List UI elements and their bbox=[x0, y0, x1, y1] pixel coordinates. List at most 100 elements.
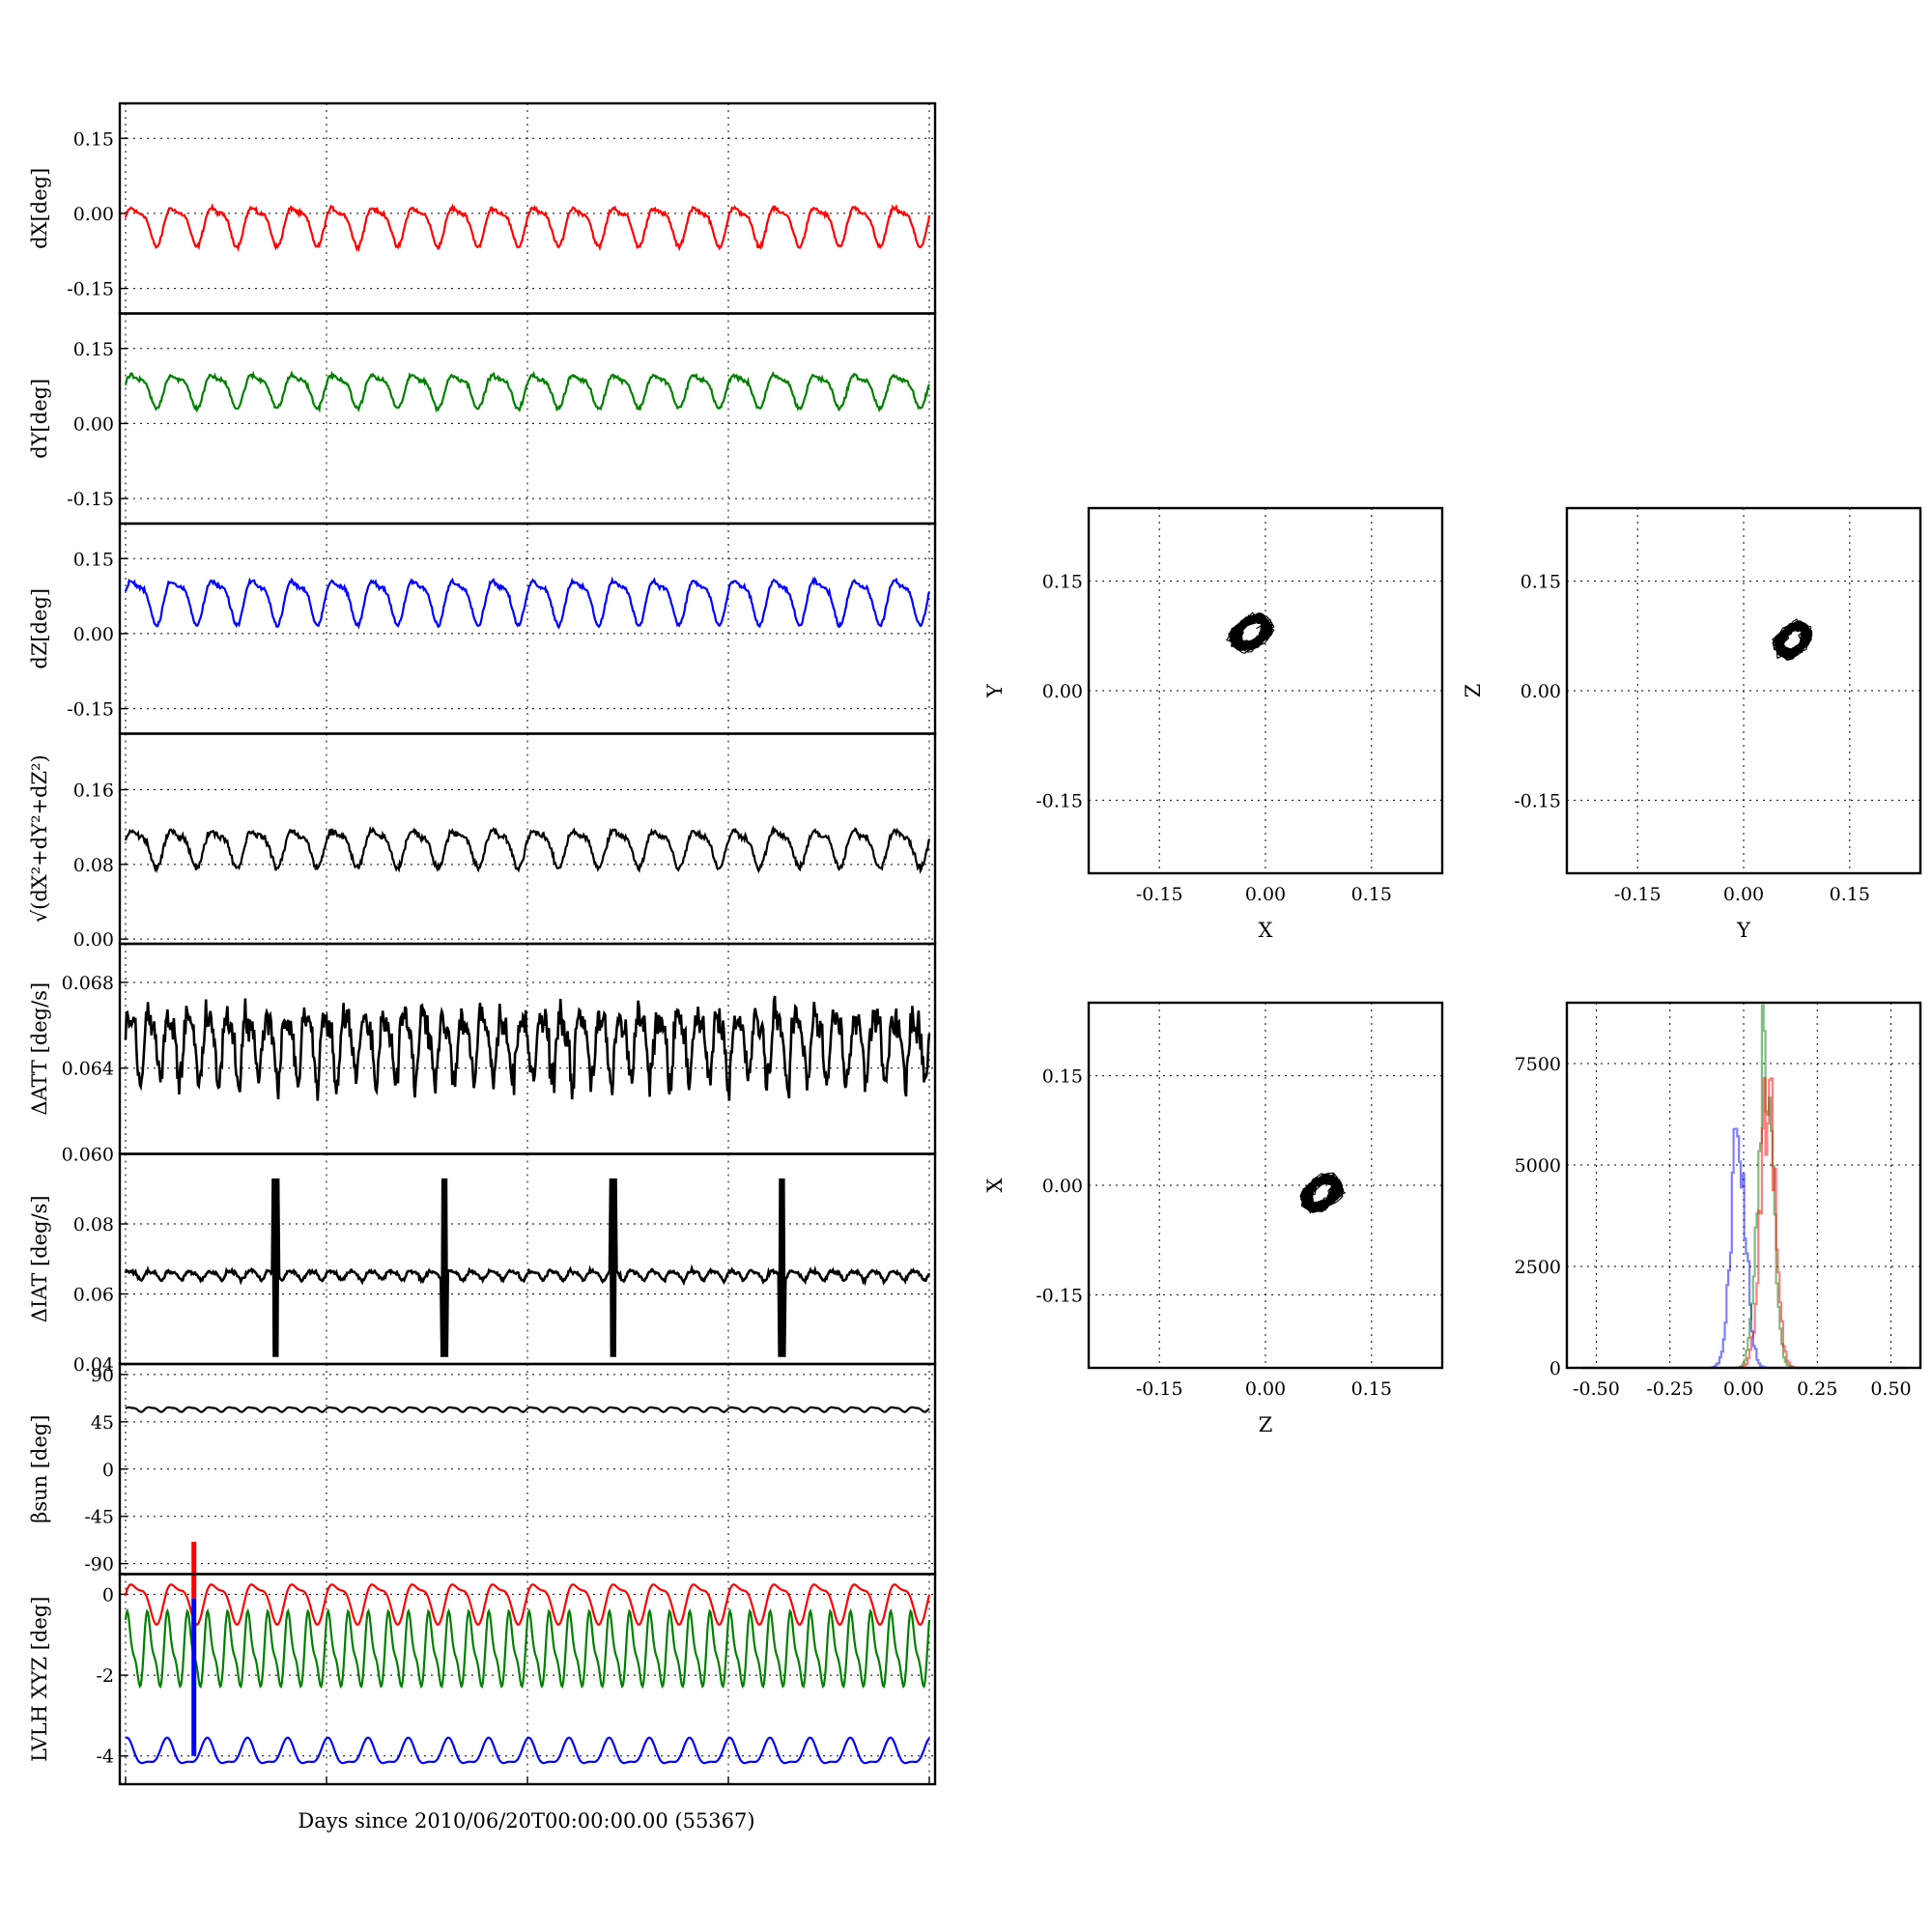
y-tick-label: -0.15 bbox=[67, 489, 114, 510]
x-tick-label: -0.50 bbox=[1573, 1378, 1620, 1400]
x-tick-label: 0.15 bbox=[1830, 884, 1870, 905]
y-tick-label: 0 bbox=[1549, 1358, 1561, 1379]
x-tick-label: 0.00 bbox=[1245, 884, 1286, 905]
trajectory-zx bbox=[1299, 1172, 1347, 1214]
y-tick-label: 0.00 bbox=[73, 413, 114, 435]
y-tick-label: 0 bbox=[102, 1584, 114, 1605]
x-axis-label: X bbox=[1259, 919, 1273, 942]
panel-frame bbox=[1087, 506, 1444, 875]
x-tick-label: -0.25 bbox=[1646, 1378, 1693, 1400]
y-axis-label: √(dX²+dY²+dZ²) bbox=[28, 754, 51, 923]
y-tick-label: 0.15 bbox=[1042, 1066, 1083, 1088]
panel-frame bbox=[1087, 1001, 1444, 1370]
y-tick-label: 0.060 bbox=[62, 1145, 114, 1166]
y-tick-label: 90 bbox=[91, 1365, 114, 1386]
y-axis-label: dZ[deg] bbox=[28, 588, 51, 669]
panel-frame bbox=[118, 1152, 937, 1366]
x-tick-label: 0.25 bbox=[1797, 1378, 1837, 1400]
y-tick-label: 7500 bbox=[1515, 1054, 1561, 1075]
y-tick-label: 0.08 bbox=[73, 855, 114, 876]
y-tick-label: 0.06 bbox=[73, 1285, 114, 1306]
y-tick-label: 0.15 bbox=[73, 339, 114, 360]
y-tick-label: 0.16 bbox=[73, 781, 114, 802]
x-axis-label: Y bbox=[1736, 919, 1751, 942]
scatter-xy: -0.15 -0.15 0.00 0.00 0.15 0.15 X Y bbox=[983, 506, 1444, 942]
series-line-dy-0 bbox=[124, 370, 930, 413]
y-tick-label: 2500 bbox=[1515, 1257, 1561, 1278]
x-tick-label: -0.15 bbox=[1136, 884, 1183, 905]
y-tick-label: 0.15 bbox=[1042, 572, 1083, 593]
series-line-lvlh-2 bbox=[125, 1736, 930, 1765]
y-tick-label: -0.15 bbox=[67, 279, 114, 300]
x-axis-label: Z bbox=[1259, 1413, 1273, 1436]
panel-frame bbox=[118, 312, 937, 526]
y-axis-label: βsun [deg] bbox=[28, 1415, 51, 1523]
y-axis-label: ΔIAT [deg/s] bbox=[28, 1195, 51, 1322]
x-tick-label: 0.15 bbox=[1351, 1378, 1392, 1400]
y-tick-label: 0.00 bbox=[73, 929, 114, 951]
y-tick-label: -0.15 bbox=[1514, 790, 1561, 811]
y-tick-label: 0.00 bbox=[73, 624, 114, 645]
y-tick-label: -0.15 bbox=[1036, 1285, 1083, 1306]
panel-frame bbox=[1565, 1001, 1922, 1370]
x-tick-label: 0.50 bbox=[1870, 1378, 1911, 1400]
y-tick-label: 0.00 bbox=[1042, 681, 1083, 702]
series-line-lvlh-1 bbox=[124, 1607, 931, 1690]
y-axis-label: dX[deg] bbox=[28, 168, 51, 249]
y-axis-label: X bbox=[983, 1178, 1007, 1192]
y-tick-label: 0.04 bbox=[73, 1354, 114, 1376]
series-line-dr-0 bbox=[124, 824, 931, 874]
y-axis-label: dY[deg] bbox=[28, 379, 51, 459]
y-tick-label: -0.15 bbox=[67, 699, 114, 721]
trajectory-yz bbox=[1771, 618, 1813, 662]
y-tick-label: 0.08 bbox=[73, 1214, 114, 1236]
y-tick-label: 0 bbox=[102, 1460, 114, 1481]
y-tick-label: 0.15 bbox=[1520, 572, 1561, 593]
y-tick-label: 0.00 bbox=[1520, 681, 1561, 702]
x-tick-label: 0.00 bbox=[1723, 1378, 1764, 1400]
scatter-zx: -0.15 -0.15 0.00 0.00 0.15 0.15 Z X bbox=[983, 1001, 1444, 1436]
series-line-dz-0 bbox=[124, 576, 931, 630]
panel-datt: 0.068 0.064 0.060 ΔATT [deg/s] bbox=[28, 942, 937, 1166]
trajectory-xy bbox=[1225, 611, 1275, 655]
y-tick-label: 0.00 bbox=[1042, 1176, 1083, 1197]
y-axis-label: LVLH XYZ [deg] bbox=[28, 1597, 51, 1762]
time-axis-label: Days since 2010/06/20T00:00:00.00 (55367… bbox=[298, 1809, 754, 1833]
x-tick-label: 0.00 bbox=[1245, 1378, 1286, 1400]
x-tick-label: -0.15 bbox=[1614, 884, 1662, 905]
x-tick-label: -0.15 bbox=[1136, 1378, 1183, 1400]
y-tick-label: 45 bbox=[91, 1412, 114, 1434]
y-tick-label: -4 bbox=[96, 1747, 114, 1768]
panel-frame bbox=[1565, 506, 1922, 875]
panel-dz: 0.15 0.00 -0.15 dZ[deg] bbox=[28, 522, 937, 735]
y-tick-label: 0.15 bbox=[73, 128, 114, 150]
series-line-beta-0 bbox=[125, 1406, 930, 1413]
y-tick-label: -45 bbox=[84, 1507, 114, 1528]
panel-lvlh: 0 -2 -4 LVLH XYZ [deg] bbox=[28, 1542, 937, 1786]
scatter-yz: -0.15 -0.15 0.00 0.00 0.15 0.15 Y Z bbox=[1462, 506, 1922, 942]
y-tick-label: 5000 bbox=[1515, 1155, 1561, 1177]
series-line-datt-0 bbox=[124, 995, 931, 1101]
y-tick-label: 0.068 bbox=[62, 973, 114, 994]
x-tick-label: 0.00 bbox=[1723, 884, 1764, 905]
y-tick-label: -90 bbox=[84, 1554, 114, 1576]
y-tick-label: 0.064 bbox=[62, 1059, 114, 1080]
y-tick-label: 0.15 bbox=[73, 549, 114, 570]
y-axis-label: ΔATT [deg/s] bbox=[28, 982, 51, 1116]
histogram: -0.50 -0.25 0.00 0.25 0.50 7500 5000 2500 0 bbox=[1515, 1001, 1922, 1400]
series-line-diat-0 bbox=[124, 1178, 931, 1357]
panel-beta: 90 45 0 -45 -90 βsun [deg] bbox=[28, 1362, 937, 1576]
panel-diat: 0.08 0.06 0.04 ΔIAT [deg/s] bbox=[28, 1152, 937, 1376]
y-tick-label: -0.15 bbox=[1036, 790, 1083, 811]
panel-frame bbox=[118, 522, 937, 735]
y-tick-label: 0.00 bbox=[73, 204, 114, 225]
panel-dx: 0.15 0.00 -0.15 dX[deg] bbox=[28, 101, 937, 315]
panel-dr: 0.16 0.08 0.00 √(dX²+dY²+dZ²) bbox=[28, 732, 937, 951]
series-line-lvlh-0 bbox=[124, 1583, 931, 1626]
series-line-dx-0 bbox=[124, 202, 931, 253]
x-tick-label: 0.15 bbox=[1351, 884, 1392, 905]
y-axis-label: Y bbox=[983, 683, 1007, 698]
y-tick-label: -2 bbox=[96, 1665, 114, 1687]
y-axis-label: Z bbox=[1462, 684, 1485, 698]
